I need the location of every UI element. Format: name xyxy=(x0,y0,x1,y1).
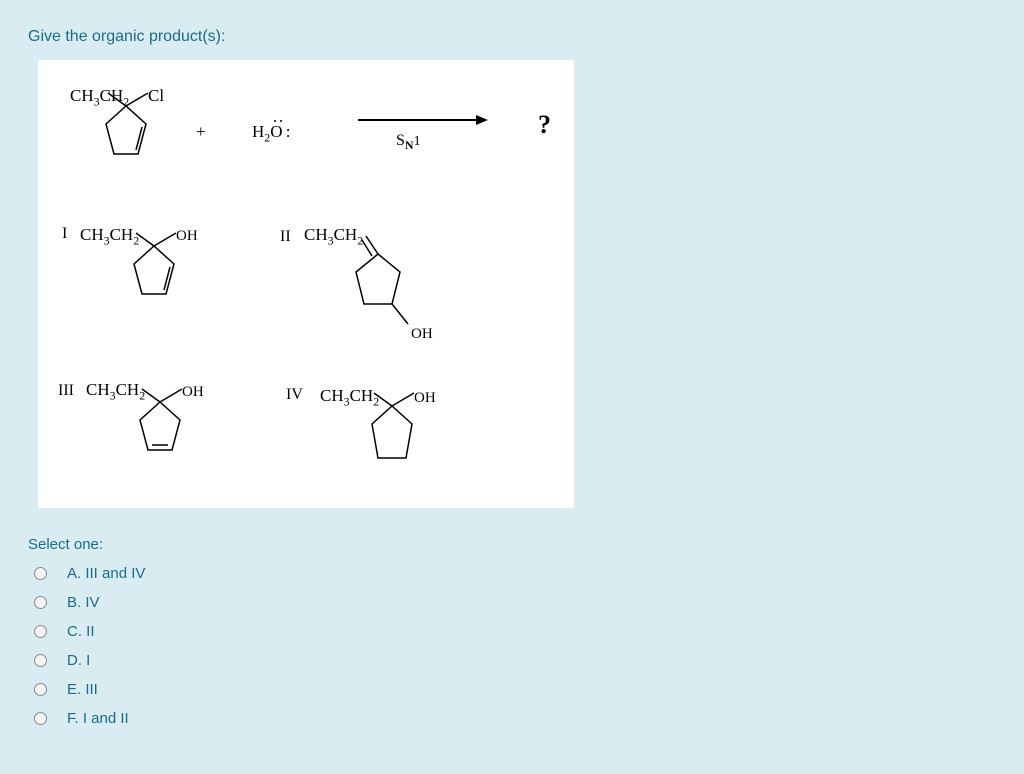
option-f[interactable]: F. I and II xyxy=(28,710,996,727)
product-IV-numeral: IV xyxy=(286,386,303,404)
product-III-ring xyxy=(110,388,220,478)
option-d[interactable]: D. I xyxy=(28,652,996,669)
question-container: Give the organic product(s): CH3CH2 Cl +… xyxy=(0,0,1024,747)
option-e[interactable]: E. III xyxy=(28,681,996,698)
question-mark: ? xyxy=(538,110,551,140)
lonepair-dot xyxy=(274,120,276,122)
options-list: A. III and IV B. IV C. II D. I E. III F.… xyxy=(28,565,996,727)
question-prompt: Give the organic product(s): xyxy=(28,28,996,46)
option-label: B. IV xyxy=(67,594,100,611)
radio-icon[interactable] xyxy=(34,567,47,580)
radio-icon[interactable] xyxy=(34,625,47,638)
product-II-oh: OH xyxy=(411,326,433,343)
option-a[interactable]: A. III and IV xyxy=(28,565,996,582)
lonepair-dot xyxy=(280,120,282,122)
product-III-numeral: III xyxy=(58,382,74,400)
select-prompt: Select one: xyxy=(28,536,996,553)
option-label: C. II xyxy=(67,623,95,640)
product-II-numeral: II xyxy=(280,228,291,246)
radio-icon[interactable] xyxy=(34,596,47,609)
plus-sign: + xyxy=(196,122,206,142)
radio-icon[interactable] xyxy=(34,683,47,696)
reagent-cyclopentene-svg xyxy=(76,92,186,182)
mechanism-label: SN1 xyxy=(396,132,421,153)
radio-icon[interactable] xyxy=(34,712,47,725)
option-b[interactable]: B. IV xyxy=(28,594,996,611)
option-label: D. I xyxy=(67,652,90,669)
radio-icon[interactable] xyxy=(34,654,47,667)
option-label: E. III xyxy=(67,681,98,698)
option-label: A. III and IV xyxy=(67,565,145,582)
product-IV-ring xyxy=(342,392,452,492)
option-c[interactable]: C. II xyxy=(28,623,996,640)
product-I-numeral: I xyxy=(62,225,67,243)
reaction-arrow xyxy=(356,110,496,140)
chemistry-figure: CH3CH2 Cl + H2O : SN1 ? I CH3CH2 OH xyxy=(38,60,574,508)
product-I-ring xyxy=(104,232,214,322)
option-label: F. I and II xyxy=(67,710,129,727)
solvent-label: H2O : xyxy=(252,122,290,145)
